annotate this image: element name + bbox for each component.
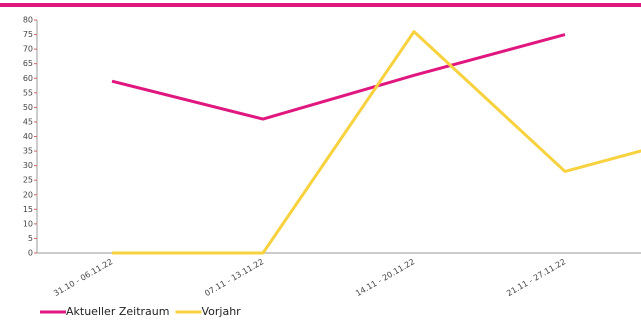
- y-tick-label: 5: [28, 234, 33, 243]
- legend-label: Aktueller Zeitraum: [66, 305, 169, 318]
- y-tick-label: 55: [23, 88, 33, 97]
- legend: Aktueller Zeitraum Vorjahr: [40, 305, 241, 318]
- y-tick-label: 70: [23, 45, 33, 54]
- x-tick-label: 07.11 - 13.11.22: [203, 257, 265, 298]
- x-tick-label: 31.10 - 06.11.22: [52, 257, 114, 298]
- y-tick-label: 45: [23, 117, 33, 126]
- y-tick-label: 80: [23, 16, 33, 25]
- x-tick-label: 14.11 - 20.11.22: [354, 257, 416, 298]
- top-bar: [0, 3, 641, 7]
- y-tick-label: 15: [23, 205, 33, 214]
- y-tick-label: 60: [23, 74, 33, 83]
- y-tick-label: 75: [23, 30, 33, 39]
- y-tick-label: 20: [23, 190, 33, 199]
- series-line: [112, 30, 641, 255]
- y-tick-label: 10: [23, 219, 33, 228]
- y-tick-label: 25: [23, 176, 33, 185]
- y-tick-label: 0: [28, 249, 33, 258]
- y-tick-label: 65: [23, 59, 33, 68]
- y-tick-label: 50: [23, 103, 33, 112]
- y-tick-label: 30: [23, 161, 33, 170]
- legend-label: Vorjahr: [201, 305, 241, 318]
- y-tick-label: 35: [23, 147, 33, 156]
- series-line: [111, 33, 566, 121]
- y-tick-label: 40: [23, 132, 33, 141]
- x-tick-label: 21.11 - 27.11.22: [505, 257, 567, 298]
